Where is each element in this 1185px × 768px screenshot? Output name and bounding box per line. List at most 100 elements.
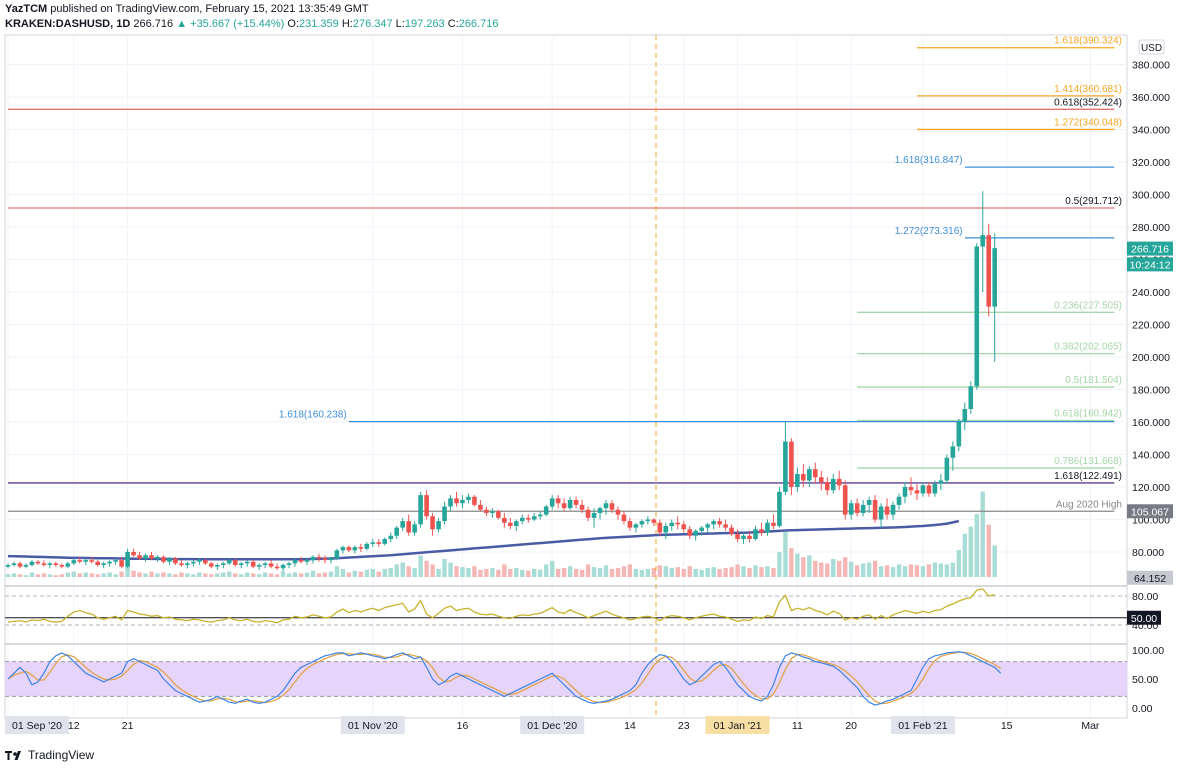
price-axis[interactable]: 380.000 360.000 340.000 320.000 300.000 280.0…	[1132, 60, 1170, 560]
price-tick-label: 120.000	[1132, 482, 1170, 494]
volume-bar	[914, 565, 920, 577]
fib-level-label: 0.618(160.942)	[1054, 408, 1122, 419]
volume-bar	[149, 571, 154, 577]
candle-body	[400, 521, 405, 528]
volume-bar	[807, 555, 812, 577]
stoch-band	[5, 661, 1127, 697]
price-badge	[1127, 241, 1173, 256]
tradingview-logo-icon	[5, 749, 23, 761]
symbol-label[interactable]: KRAKEN:DASHUSD, 1D	[5, 18, 131, 30]
fib-level-label: 1.414(360.681)	[1054, 84, 1122, 95]
time-tick-label: 21	[122, 720, 134, 732]
volume-bar	[161, 572, 166, 577]
candle-body	[914, 490, 920, 494]
fib-level-label: 1.618(160.238)	[279, 410, 347, 421]
volume-bar	[250, 573, 256, 577]
volume-bar	[394, 564, 399, 577]
volume-bar	[591, 567, 597, 577]
candle-body	[908, 487, 914, 491]
volume-bar	[95, 574, 100, 577]
volume-bar	[280, 571, 286, 577]
fib-level-label: 0.618(352.424)	[1054, 97, 1122, 108]
time-tick-label: 01 Feb '21	[898, 720, 947, 732]
volume-bar	[107, 572, 112, 577]
volume-bar	[167, 573, 172, 577]
volume-bar	[41, 573, 47, 577]
fib-level-label: 0.786(131.668)	[1054, 456, 1122, 467]
candle-body	[986, 235, 992, 307]
volume-bar	[980, 491, 985, 577]
volume-bar	[555, 568, 561, 577]
candle-body	[496, 511, 501, 518]
candle-body	[298, 560, 304, 562]
candle-body	[729, 527, 734, 535]
volume-bar	[705, 568, 710, 577]
volume-bar	[609, 568, 615, 577]
candle-body	[424, 495, 429, 517]
brand-name[interactable]: TradingView	[28, 748, 95, 762]
candle-body	[179, 563, 184, 565]
candle-body	[113, 560, 118, 562]
volume-bar	[245, 572, 250, 577]
candle-body	[771, 522, 776, 526]
price-tick-label: 160.000	[1132, 417, 1170, 429]
low-value: 197.263	[404, 18, 445, 30]
candle-body	[597, 508, 603, 513]
candle-body	[699, 527, 704, 531]
price-tick-label: 380.000	[1132, 60, 1170, 72]
price-badge	[1127, 570, 1173, 585]
candle-body	[244, 561, 250, 564]
volume-bar	[460, 567, 465, 577]
candle-body	[466, 496, 471, 500]
candle-body	[543, 506, 549, 515]
volume-bar	[65, 572, 70, 577]
candle-body	[854, 503, 860, 513]
volume-bar	[621, 566, 627, 577]
candle-body	[711, 521, 716, 525]
volume-bar	[101, 573, 106, 577]
candle-body	[537, 514, 543, 517]
volume-bar	[627, 564, 633, 577]
volume-bar	[442, 559, 447, 577]
fib-level-label: 0.5(291.712)	[1065, 196, 1122, 207]
candle-body	[382, 539, 388, 544]
candle-body	[322, 558, 328, 561]
volume-bar	[370, 568, 375, 577]
volume-bar	[47, 574, 53, 577]
candle-body	[23, 565, 29, 567]
candle-body	[155, 556, 160, 559]
stoch-rsi-pane: 100.00 50.00 0.00	[5, 645, 1164, 715]
volume-bar	[639, 569, 645, 577]
currency-label: USD	[1141, 43, 1162, 54]
candle-body	[226, 560, 232, 564]
volume-bar	[472, 566, 477, 577]
candle-body	[173, 558, 178, 564]
fibonacci-levels: 1.618(390.324) 1.414(360.681) 0.618(352.42…	[8, 36, 1122, 512]
candle-body	[364, 543, 370, 549]
price-tick-label: 360.000	[1132, 92, 1170, 104]
volume-bar	[645, 568, 651, 577]
grid-lines	[5, 35, 1127, 718]
volume-bars	[5, 491, 997, 577]
plot-frame	[4, 34, 1128, 719]
candle-body	[848, 503, 854, 515]
candle-body	[508, 522, 513, 526]
time-axis[interactable]: 01 Sep '20 12 21 01 Nov '20 16 01 Dec '20 14 23…	[5, 716, 1100, 734]
candle-body	[412, 524, 417, 533]
volume-bar	[693, 568, 698, 577]
candle-body	[627, 521, 633, 528]
volume-bar	[400, 562, 405, 577]
time-tick-box	[890, 716, 955, 734]
candle-body	[53, 563, 59, 565]
price-tick-label: 180.000	[1132, 385, 1170, 397]
author-name[interactable]: YazTCM	[5, 3, 48, 15]
candle-body	[29, 561, 35, 565]
price-badge-text: 64.152	[1134, 573, 1166, 585]
close-value: 266.716	[458, 18, 499, 30]
currency-box[interactable]	[1138, 39, 1165, 55]
volume-bar	[848, 561, 854, 577]
volume-bar	[316, 573, 322, 577]
candle-body	[645, 519, 651, 522]
candle-body	[896, 496, 902, 505]
